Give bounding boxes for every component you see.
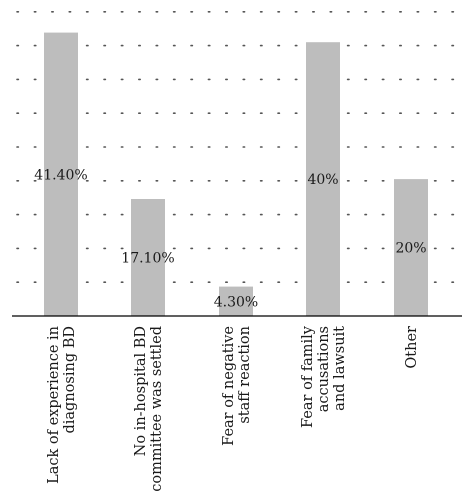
bar: [219, 286, 253, 316]
category-label-line: Lack of experience in: [46, 326, 62, 484]
category-label-line: accusations: [316, 326, 332, 412]
category-label: No in-hospital BD committee was settled: [133, 326, 165, 492]
bar: [131, 199, 165, 316]
category-label-line: staff reaction: [237, 326, 253, 424]
category-label-line: Other: [404, 326, 420, 369]
data-label: 4.30%: [214, 294, 258, 310]
data-label: 17.10%: [121, 251, 174, 267]
category-label-line: and lawsuit: [332, 326, 348, 411]
bars: [44, 32, 428, 316]
data-label: 41.40%: [34, 167, 87, 183]
data-label: 40%: [307, 172, 338, 188]
category-label-line: Fear of family: [300, 325, 316, 428]
category-label-line: No in-hospital BD: [133, 326, 149, 456]
data-label: 20%: [395, 241, 426, 257]
category-label: Fear of negative staff reaction: [221, 326, 253, 446]
category-label-line: diagnosing BD: [62, 326, 78, 434]
category-label: Other: [404, 326, 420, 369]
bar: [44, 32, 78, 316]
data-labels: 41.40% 17.10% 4.30% 40% 20%: [34, 167, 426, 310]
category-label: Lack of experience in diagnosing BD: [46, 326, 78, 484]
category-label-line: committee was settled: [149, 326, 165, 492]
category-label-line: Fear of negative: [221, 326, 237, 446]
category-label: Fear of family accusations and lawsuit: [300, 325, 348, 428]
bar: [306, 42, 340, 316]
category-labels: Lack of experience in diagnosing BD No in-…: [46, 325, 420, 492]
bar: [394, 179, 428, 316]
